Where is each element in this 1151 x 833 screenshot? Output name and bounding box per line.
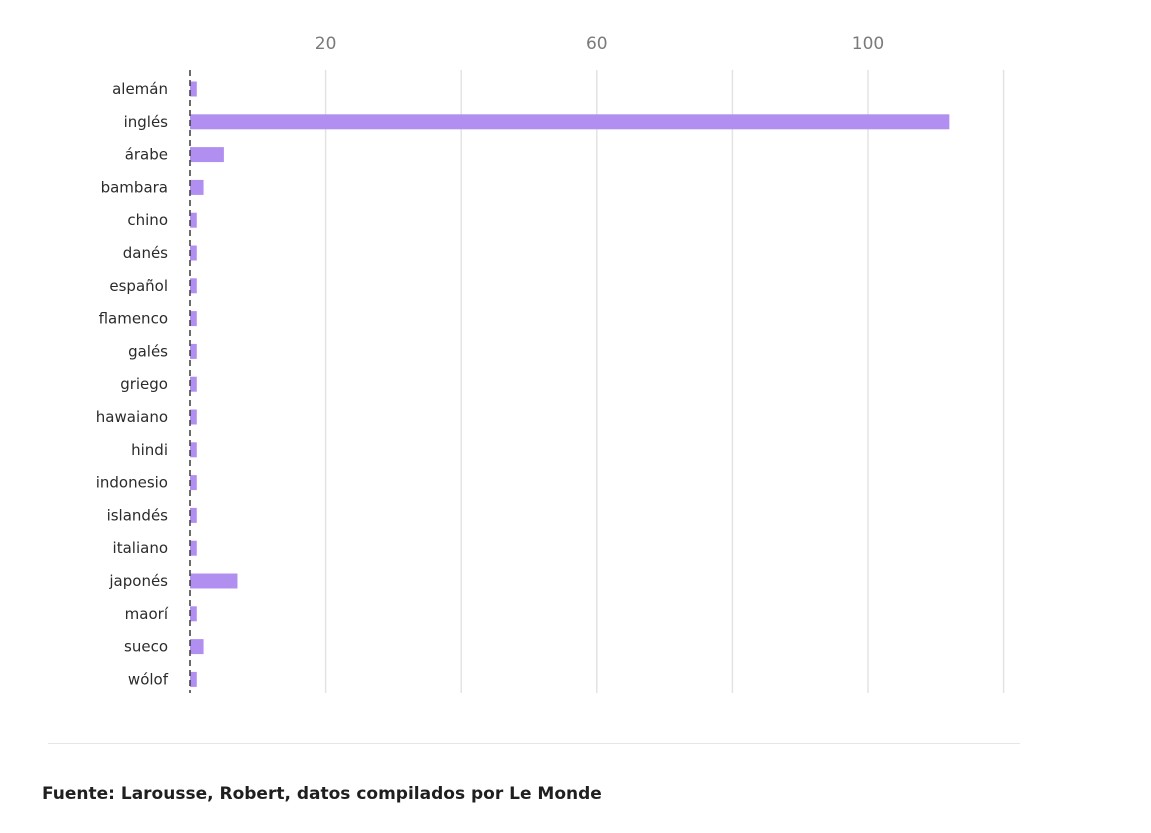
- gridlines: [324, 70, 1005, 693]
- bar: [190, 343, 197, 359]
- category-label: chino: [127, 211, 168, 229]
- category-label: árabe: [125, 146, 168, 164]
- bar: [190, 507, 197, 523]
- bar: [190, 147, 224, 163]
- category-label: indonesio: [96, 474, 168, 492]
- bar: [190, 409, 197, 425]
- category-label: italiano: [113, 539, 168, 557]
- bar: [190, 442, 197, 458]
- category-label: flamenco: [99, 310, 168, 328]
- bar: [190, 278, 197, 294]
- category-label: danés: [123, 244, 168, 262]
- bar-chart: 20 60 100 alemán inglés árabe bambara chino dan…: [96, 34, 1005, 693]
- bar: [190, 376, 197, 392]
- x-tick-label: 60: [586, 34, 608, 54]
- bar: [190, 81, 197, 97]
- bar: [190, 606, 197, 622]
- bar: [190, 179, 204, 195]
- category-label: hawaiano: [96, 408, 168, 426]
- x-tick-label: 20: [315, 34, 337, 54]
- category-label: galés: [128, 342, 168, 360]
- bar: [190, 671, 197, 687]
- footer-divider: [48, 743, 1020, 744]
- x-axis-ticks: 20 60 100: [315, 34, 884, 54]
- category-label: islandés: [107, 506, 169, 524]
- bar: [190, 573, 238, 589]
- category-label: griego: [120, 375, 168, 393]
- bar: [190, 245, 197, 261]
- category-label: japonés: [108, 572, 168, 590]
- category-label: wólof: [128, 670, 169, 688]
- bar: [190, 540, 197, 556]
- bar: [190, 475, 197, 491]
- category-label: sueco: [124, 638, 168, 656]
- x-tick-label: 100: [852, 34, 884, 54]
- category-label: hindi: [131, 441, 168, 459]
- bar: [190, 639, 204, 655]
- category-label: alemán: [112, 80, 168, 98]
- category-label: maorí: [125, 605, 169, 623]
- bar: [190, 212, 197, 228]
- category-label: español: [109, 277, 168, 295]
- bars: [190, 81, 950, 687]
- category-labels: alemán inglés árabe bambara chino danés españo…: [96, 80, 169, 688]
- category-label: bambara: [101, 178, 168, 196]
- bar: [190, 114, 950, 130]
- source-note: Fuente: Larousse, Robert, datos compilad…: [42, 784, 602, 804]
- bar: [190, 311, 197, 327]
- category-label: inglés: [124, 113, 169, 131]
